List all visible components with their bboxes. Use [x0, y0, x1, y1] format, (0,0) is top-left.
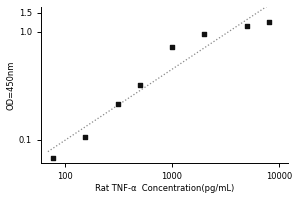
Y-axis label: OD=450nm: OD=450nm [7, 60, 16, 110]
Point [267, 21, 272, 24]
Point [50, 156, 55, 159]
Point [245, 24, 250, 28]
Point [83, 136, 88, 139]
Point [115, 102, 120, 105]
Point [169, 46, 174, 49]
X-axis label: Rat TNF-α  Concentration(pg/mL): Rat TNF-α Concentration(pg/mL) [95, 184, 234, 193]
Point [202, 32, 207, 35]
Point [137, 83, 142, 87]
